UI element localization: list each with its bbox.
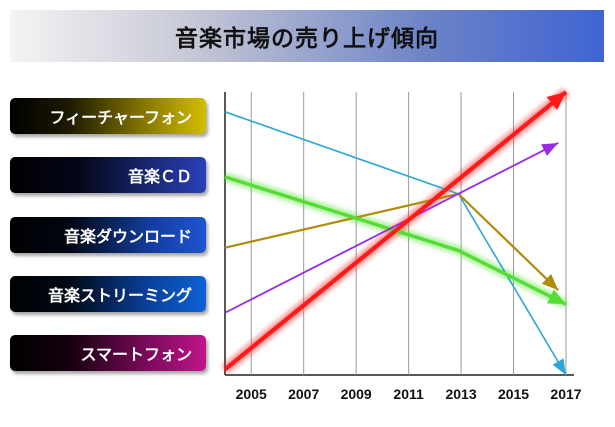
series-line: [224, 111, 567, 376]
series-arrowhead: [552, 358, 566, 375]
series-line: [224, 175, 567, 306]
x-tick-label: 2007: [288, 386, 319, 402]
x-tick-label: 2017: [550, 386, 581, 402]
legend-smartphone: スマートフォン: [10, 335, 206, 371]
series-arrowhead: [541, 142, 559, 156]
series-arrowhead: [546, 92, 566, 110]
legend-label: フィーチャーフォン: [49, 108, 192, 127]
legend-music-cd: 音楽ＣＤ: [10, 157, 206, 193]
series-line: [224, 142, 559, 314]
series-arrowhead: [546, 289, 566, 305]
x-tick-label: 2011: [393, 386, 424, 402]
x-tick-label: 2013: [445, 386, 476, 402]
series-glow: [223, 172, 569, 309]
legend-label: 音楽ダウンロード: [63, 227, 192, 246]
title-banner: 音楽市場の売り上げ傾向: [10, 10, 604, 62]
x-tick-label: 2005: [236, 386, 267, 402]
legend-music-download: 音楽ダウンロード: [10, 217, 206, 253]
legend-feature-phone: フィーチャーフォン: [10, 98, 206, 134]
legend-label: 音楽ストリーミング: [47, 286, 192, 305]
series-arrowhead: [541, 273, 559, 291]
x-tick-label: 2015: [498, 386, 529, 402]
x-tick-label: 2009: [341, 386, 372, 402]
legend-label: 音楽ＣＤ: [127, 167, 192, 186]
legend-music-streaming: 音楽ストリーミング: [10, 276, 206, 312]
legend-label: スマートフォン: [80, 345, 192, 364]
chart-title: 音楽市場の売り上げ傾向: [175, 26, 439, 52]
series-line: [223, 90, 568, 371]
